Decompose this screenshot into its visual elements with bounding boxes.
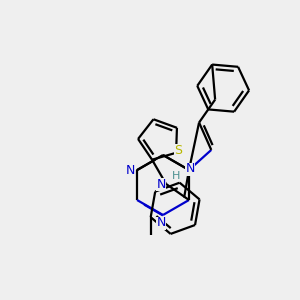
Text: S: S [174,144,182,157]
Text: N: N [156,217,166,230]
Text: N: N [156,178,166,191]
Text: N: N [185,163,195,176]
Text: N: N [125,164,135,178]
Text: H: H [172,171,180,181]
